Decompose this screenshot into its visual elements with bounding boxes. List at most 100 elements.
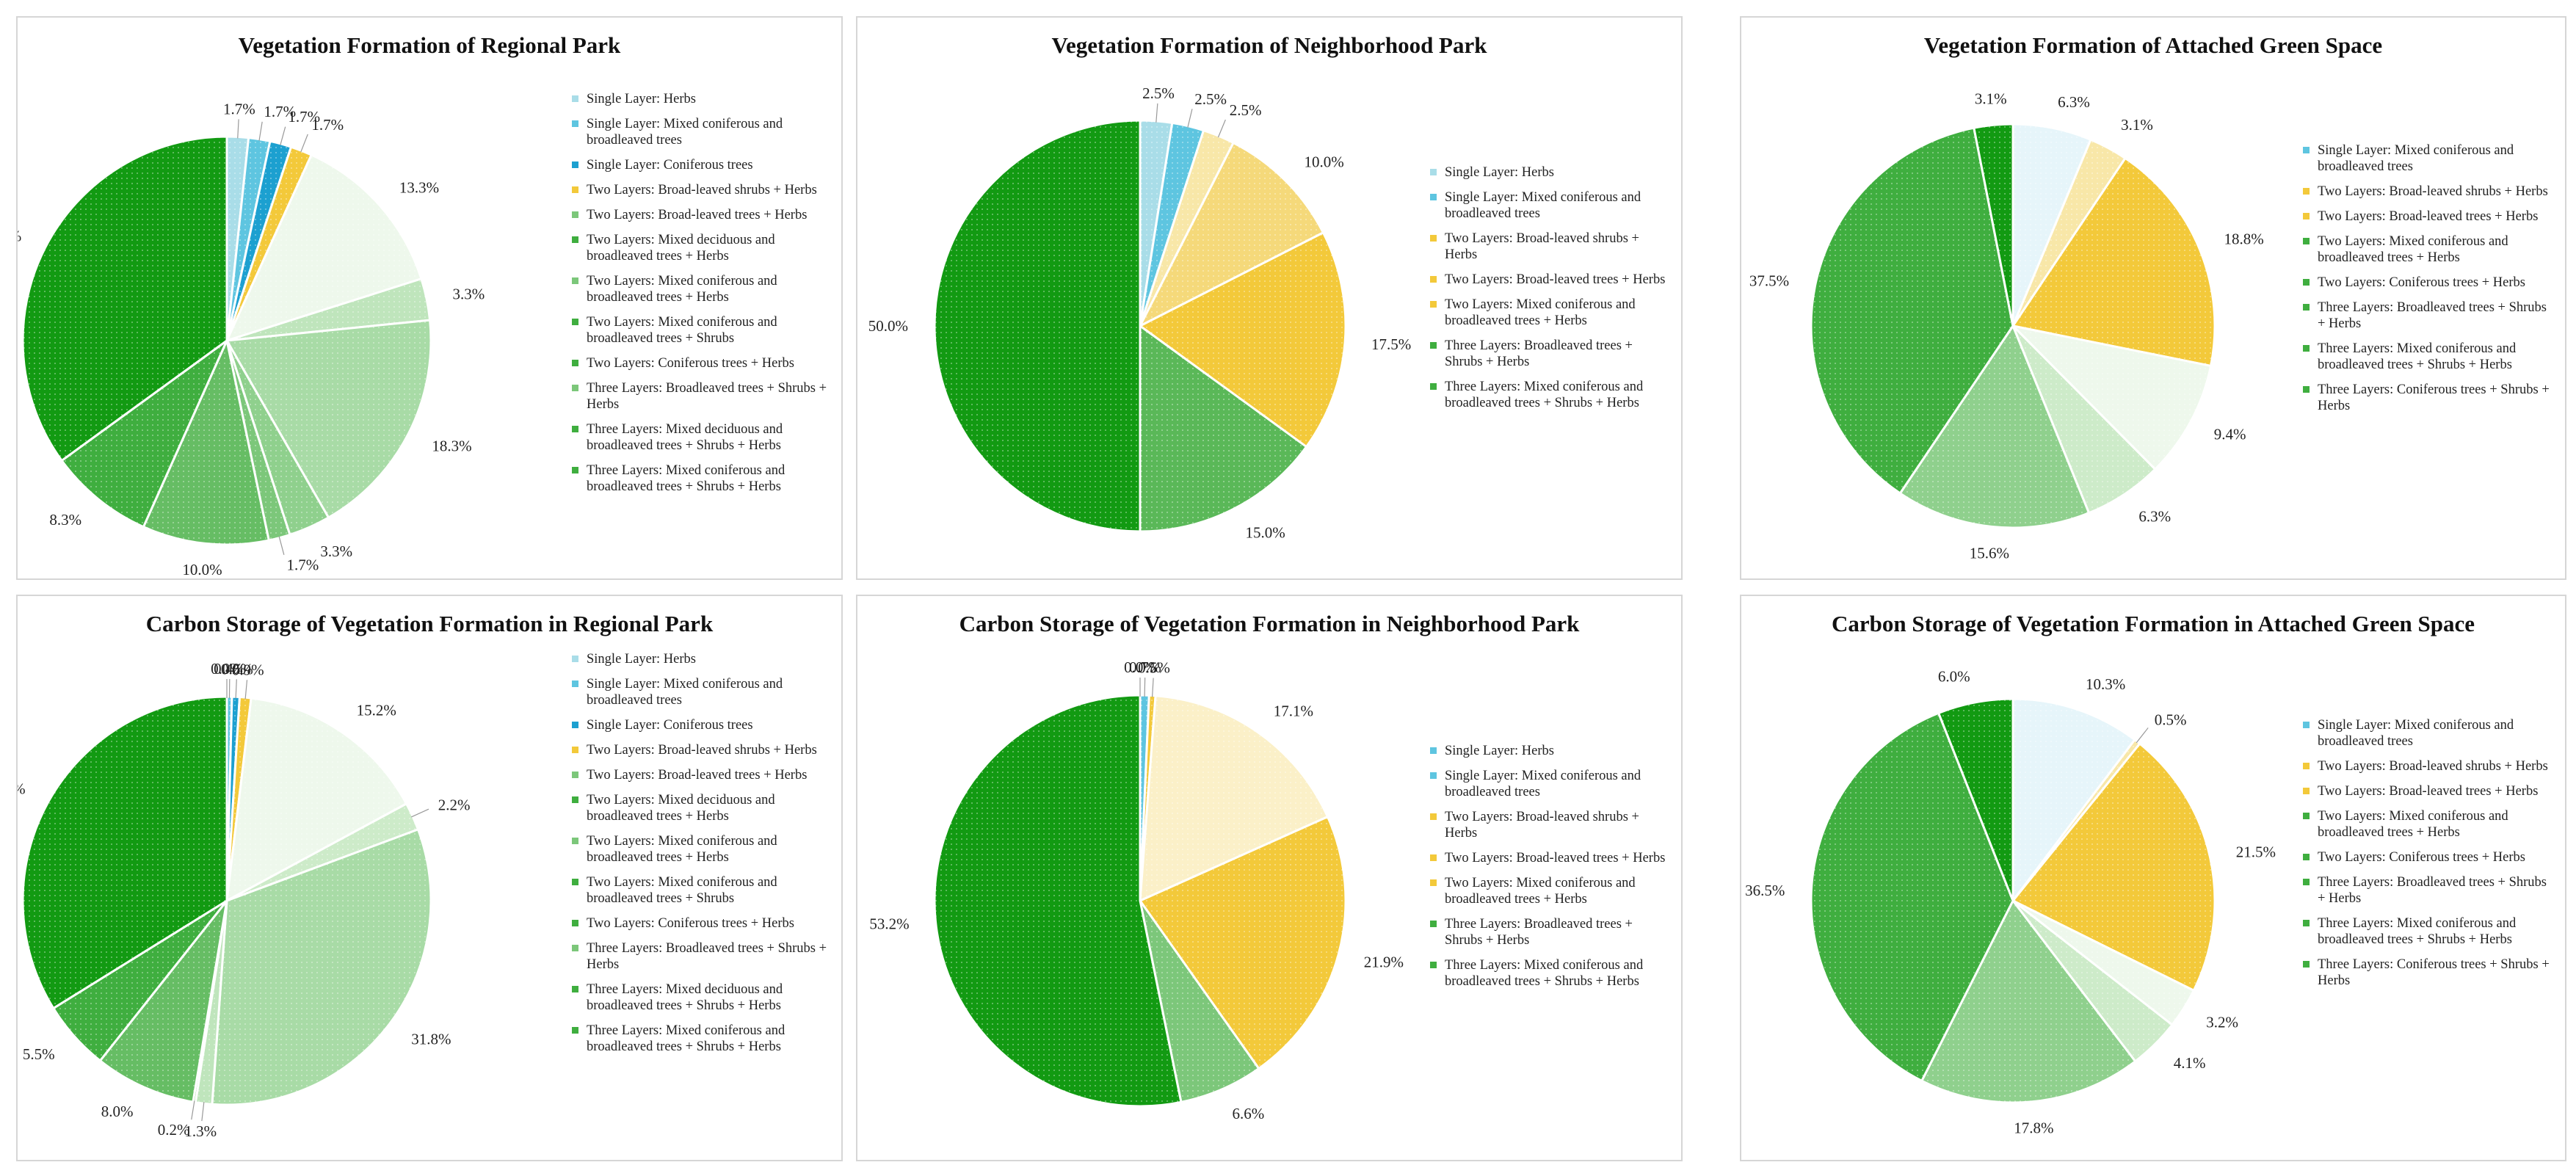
legend-label: Two Layers: Coniferous trees + Herbs [587,916,794,931]
legend-swatch [572,360,578,366]
legend-swatch [572,920,578,926]
pie-slice-texture [1921,901,2136,1103]
data-label: 0.9% [232,661,264,678]
legend-swatch [2303,345,2310,352]
legend-swatch [572,796,578,803]
data-label: 13.3% [399,179,439,197]
legend-swatch [572,838,578,844]
pie-chart: 2.5% 2.5%2.5%10.0%17.5%15.0%50.0% [868,84,1412,542]
data-label: 17.1% [1274,702,1313,719]
legend-label: Two Layers: Mixed coniferous and broadle… [587,834,777,865]
legend-label: Two Layers: Mixed coniferous and broadle… [587,875,777,906]
legend-label: Three Layers: Mixed coniferous and broad… [2318,916,2517,947]
legend-item: Two Layers: Broad-leaved trees + Herbs [2303,783,2556,799]
data-label: 1.7% [223,100,255,117]
legend-swatch [2303,879,2310,885]
chart-legend: Single Layer: Mixed coniferous and broad… [2303,717,2556,998]
pie-chart: 10.3% 0.5% 21.5% 3.2% 4.1% 17.8% 36.5% 6.0% [1745,668,2276,1137]
legend-label: Two Layers: Broad-leaved shrubs + Herbs [587,743,817,758]
legend-item: Three Layers: Mixed coniferous and broad… [572,462,832,495]
data-label: 1.7% [311,116,344,134]
data-label: 10.0% [1304,153,1343,171]
slice-three-layers-broadleaved-trees-shrubs-herbs [1920,899,2137,1104]
legend-item: Three Layers: Coniferous trees + Shrubs … [2303,382,2556,414]
legend-label: Three Layers: Coniferous trees + Shrubs … [2318,382,2550,413]
legend-swatch [1430,342,1437,349]
data-label: 3.3% [320,542,352,560]
legend-label: Three Layers: Coniferous trees + Shrubs … [2318,957,2550,988]
leader-line [201,1102,205,1122]
legend-item: Two Layers: Broad-leaved shrubs + Herbs [1430,809,1672,841]
legend-label: Two Layers: Broad-leaved trees + Herbs [587,768,808,783]
legend-item: Three Layers: Broadleaved trees + Shrubs… [2303,300,2556,332]
data-label: 3.1% [2121,116,2153,134]
legend-swatch [2303,763,2310,769]
legend-label: Two Layers: Mixed coniferous and broadle… [1445,297,1636,328]
pie-slice-texture [1140,232,1346,447]
pie-slice-texture [227,320,431,518]
data-label: 4.1% [2174,1054,2206,1072]
chart-panel-veg-regional: Vegetation Formation of Regional Park 1.… [16,16,843,580]
data-label: 9.4% [2214,426,2246,443]
legend-swatch [572,772,578,778]
pie-slice-texture [2013,326,2155,513]
legend-label: Two Layers: Broad-leaved trees + Herbs [1445,851,1666,865]
pie-slice-texture [2013,139,2126,326]
legend-swatch [1430,854,1437,861]
legend-item: Single Layer: Herbs [572,91,832,107]
legend-swatch [572,945,578,951]
pie-slice-texture [1140,816,1346,1069]
slice-two-layers-broad-leaved-trees-herbs [1139,694,1329,903]
legend-swatch [2303,147,2310,153]
pie-slice-texture [1938,699,2013,901]
data-label: 2.5% [1142,84,1175,102]
legend-swatch [1430,813,1437,820]
chart-title: Carbon Storage of Vegetation Formation i… [1832,611,2475,636]
data-label: 37.5% [1749,272,1789,289]
pie-slice-texture [1900,326,2089,529]
legend-item: Three Layers: Mixed deciduous and broadl… [572,421,832,454]
pie-slice-texture [1140,130,1234,327]
slice-three-layers-broadleaved-trees-shrubs-herbs [1139,900,1260,1104]
data-label: 17.8% [2014,1119,2053,1137]
legend-item: Two Layers: Mixed coniferous and broadle… [572,273,832,305]
legend-swatch [572,656,578,662]
legend-item: Three Layers: Broadleaved trees + Shrubs… [2303,874,2556,907]
pie-slice-texture [1140,142,1324,326]
pie-slice-texture [2013,326,2211,470]
legend-item: Three Layers: Mixed coniferous and broad… [572,1023,832,1055]
legend-swatch [572,385,578,391]
data-label: 10.0% [182,561,222,578]
data-label: 18.3% [432,437,471,454]
legend-item: Single Layer: Mixed coniferous and broad… [1430,189,1672,222]
slice-three-layers-mixed-coniferous-and-broadleaved-trees-shrubs-herbs [933,119,1142,533]
legend-item: Three Layers: Coniferous trees + Shrubs … [2303,957,2556,989]
chart-legend: Single Layer: Herbs Single Layer: Mixed c… [1430,743,1672,998]
legend-label: Two Layers: Mixed coniferous and broadle… [1445,876,1636,907]
legend-item: Three Layers: Mixed coniferous and broad… [2303,915,2556,948]
legend-label: Two Layers: Broad-leaved shrubs + Herbs [2318,759,2548,774]
leader-line [1155,103,1158,123]
legend-item: Two Layers: Broad-leaved trees + Herbs [1430,272,1672,288]
data-label: 17.5% [1371,335,1411,353]
legend-label: Two Layers: Broad-leaved trees + Herbs [2318,784,2539,799]
data-label: 0.5% [1138,659,1170,677]
data-label: 1.3% [184,1122,217,1140]
data-label: 50.0% [868,317,908,335]
legend-item: Two Layers: Mixed coniferous and broadle… [2303,808,2556,841]
pie-slice-texture [22,697,228,1009]
slice-two-layers-broad-leaved-trees-herbs [2011,741,2216,992]
legend-item: Three Layers: Mixed coniferous and broad… [1430,957,1672,990]
chart-legend: Single Layer: Mixed coniferous and broad… [2303,142,2556,423]
slice-three-layers-mixed-coniferous-and-broadleaved-trees-shrubs-herbs [21,695,228,1010]
legend-swatch [572,426,578,432]
legend-swatch [1430,383,1437,390]
legend-label: Two Layers: Broad-leaved shrubs + Herbs [2318,184,2548,199]
pie-slice-texture [2013,901,2194,1026]
pie-slice-texture [211,829,431,1105]
slice-three-layers-mixed-coniferous-and-broadleaved-trees-shrubs-herbs [1810,711,2014,1083]
legend-label: Single Layer: Herbs [587,652,696,667]
legend-label: Single Layer: Mixed coniferous and broad… [587,117,783,148]
legend-item: Two Layers: Broad-leaved trees + Herbs [572,207,832,223]
slice-two-layers-broad-leaved-trees-herbs [2011,156,2216,368]
